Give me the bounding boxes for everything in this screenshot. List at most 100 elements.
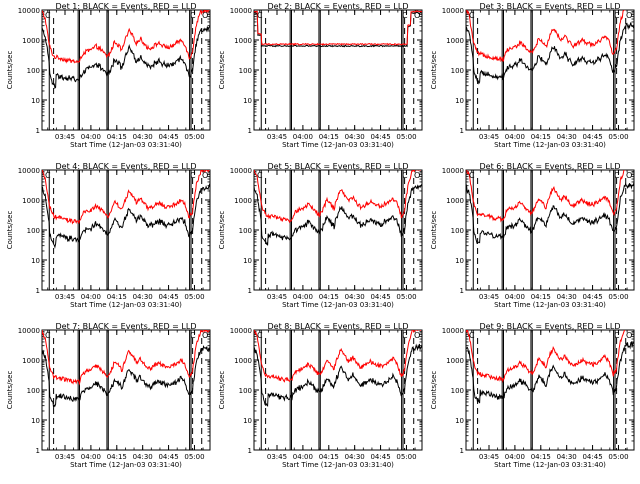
x-tick-label: 04:00 bbox=[81, 293, 101, 301]
y-tick-label: 100 bbox=[27, 387, 40, 395]
plot-frame bbox=[253, 169, 423, 291]
x-axis-label: Start Time (12-Jan-03 03:31:40) bbox=[70, 301, 182, 309]
x-tick-label: 05:00 bbox=[396, 453, 416, 461]
x-tick-label: 03:45 bbox=[267, 293, 287, 301]
x-tick-label: 04:30 bbox=[557, 453, 577, 461]
panel-det-9: Det 9: BLACK = Events, RED = LLD Counts/s… bbox=[430, 322, 635, 469]
y-tick-label: 10000 bbox=[18, 327, 40, 335]
panel-title: Det 7: BLACK = Events, RED = LLD bbox=[56, 322, 197, 331]
x-tick-label: 04:00 bbox=[293, 293, 313, 301]
x-tick-label: 05:00 bbox=[184, 133, 204, 141]
panel-title: Det 8: BLACK = Events, RED = LLD bbox=[268, 322, 409, 331]
plot-frame bbox=[465, 169, 635, 291]
panel-title: Det 4: BLACK = Events, RED = LLD bbox=[56, 162, 197, 171]
y-tick-label: 10 bbox=[31, 257, 40, 265]
y-tick-label: 100 bbox=[451, 227, 464, 235]
corner-glyph: O bbox=[202, 11, 208, 20]
corner-glyph: O bbox=[626, 331, 632, 340]
panel-det-7: Det 7: BLACK = Events, RED = LLD Counts/s… bbox=[6, 322, 211, 469]
y-tick-label: 10000 bbox=[442, 7, 464, 15]
y-tick-label: 10 bbox=[243, 97, 252, 105]
y-tick-label: 1 bbox=[248, 287, 252, 295]
x-tick-label: 03:45 bbox=[267, 453, 287, 461]
y-tick-label: 1000 bbox=[234, 37, 252, 45]
x-tick-label: 04:45 bbox=[158, 133, 178, 141]
y-axis-label: Counts/sec bbox=[218, 371, 226, 410]
y-tick-label: 10 bbox=[455, 417, 464, 425]
series-events-line bbox=[466, 22, 634, 85]
series-events-line bbox=[254, 183, 422, 246]
x-tick-label: 04:00 bbox=[81, 133, 101, 141]
x-tick-label: 04:15 bbox=[107, 453, 127, 461]
y-tick-label: 1 bbox=[460, 287, 464, 295]
x-axis-label: Start Time (12-Jan-03 03:31:40) bbox=[70, 461, 182, 469]
y-tick-label: 1000 bbox=[446, 197, 464, 205]
x-tick-label: 03:45 bbox=[55, 453, 75, 461]
y-tick-label: 10 bbox=[243, 417, 252, 425]
x-tick-label: 04:30 bbox=[345, 133, 365, 141]
y-tick-label: 10 bbox=[31, 417, 40, 425]
x-axis-label: Start Time (12-Jan-03 03:31:40) bbox=[282, 461, 394, 469]
corner-glyph: C bbox=[190, 171, 196, 180]
y-tick-label: 100 bbox=[239, 67, 252, 75]
y-tick-label: 1 bbox=[460, 447, 464, 455]
plot-frame bbox=[41, 9, 211, 131]
x-tick-label: 04:30 bbox=[345, 453, 365, 461]
y-tick-label: 1 bbox=[460, 127, 464, 135]
y-axis-label: Counts/sec bbox=[430, 211, 438, 250]
panel-title: Det 2: BLACK = Events, RED = LLD bbox=[268, 2, 409, 11]
y-tick-label: 100 bbox=[239, 387, 252, 395]
x-tick-label: 04:15 bbox=[107, 293, 127, 301]
panel-det-4: Det 4: BLACK = Events, RED = LLD Counts/s… bbox=[6, 162, 211, 309]
x-tick-label: 04:30 bbox=[133, 293, 153, 301]
corner-glyph: C bbox=[190, 331, 196, 340]
series-events-line bbox=[466, 341, 634, 404]
panel-title: Det 3: BLACK = Events, RED = LLD bbox=[480, 2, 621, 11]
panel-title: Det 9: BLACK = Events, RED = LLD bbox=[480, 322, 621, 331]
x-tick-label: 04:30 bbox=[133, 133, 153, 141]
y-tick-label: 100 bbox=[239, 227, 252, 235]
corner-glyph: C bbox=[402, 331, 408, 340]
series-events-line bbox=[42, 25, 210, 89]
series-lld-line bbox=[466, 330, 629, 383]
y-tick-label: 1000 bbox=[446, 37, 464, 45]
corner-glyph: C bbox=[402, 171, 408, 180]
plot-frame bbox=[253, 329, 423, 451]
plot-frame bbox=[41, 329, 211, 451]
corner-glyph: C bbox=[257, 171, 263, 180]
panel-det-5: Det 5: BLACK = Events, RED = LLD Counts/s… bbox=[218, 162, 423, 309]
x-tick-label: 05:00 bbox=[396, 133, 416, 141]
x-tick-label: 04:00 bbox=[81, 453, 101, 461]
x-tick-label: 03:45 bbox=[267, 133, 287, 141]
panel-det-1: Det 1: BLACK = Events, RED = LLD Counts/s… bbox=[6, 2, 211, 149]
corner-glyph: C bbox=[257, 11, 263, 20]
x-tick-label: 05:00 bbox=[184, 293, 204, 301]
y-axis-label: Counts/sec bbox=[6, 371, 14, 410]
panel-det-3: Det 3: BLACK = Events, RED = LLD Counts/s… bbox=[430, 2, 635, 149]
x-axis-label: Start Time (12-Jan-03 03:31:40) bbox=[494, 141, 606, 149]
panel-det-8: Det 8: BLACK = Events, RED = LLD Counts/s… bbox=[218, 322, 423, 469]
x-tick-label: 04:15 bbox=[319, 293, 339, 301]
y-tick-label: 1 bbox=[248, 127, 252, 135]
y-tick-label: 100 bbox=[27, 227, 40, 235]
series-events-line bbox=[254, 11, 422, 48]
y-tick-label: 100 bbox=[451, 67, 464, 75]
corner-glyph: O bbox=[414, 331, 420, 340]
series-events-line bbox=[42, 183, 210, 249]
y-tick-label: 1 bbox=[36, 447, 40, 455]
corner-glyph: O bbox=[202, 331, 208, 340]
series-lld-line bbox=[42, 170, 210, 225]
y-axis-label: Counts/sec bbox=[218, 211, 226, 250]
x-tick-label: 05:00 bbox=[608, 453, 628, 461]
y-tick-label: 10 bbox=[31, 97, 40, 105]
x-tick-label: 04:15 bbox=[531, 293, 551, 301]
corner-glyph: C bbox=[45, 331, 51, 340]
x-axis-label: Start Time (12-Jan-03 03:31:40) bbox=[282, 301, 394, 309]
y-tick-label: 10000 bbox=[230, 167, 252, 175]
x-tick-label: 04:45 bbox=[582, 133, 602, 141]
x-tick-label: 05:00 bbox=[608, 133, 628, 141]
series-events-line bbox=[42, 345, 210, 408]
panel-title: Det 6: BLACK = Events, RED = LLD bbox=[480, 162, 621, 171]
